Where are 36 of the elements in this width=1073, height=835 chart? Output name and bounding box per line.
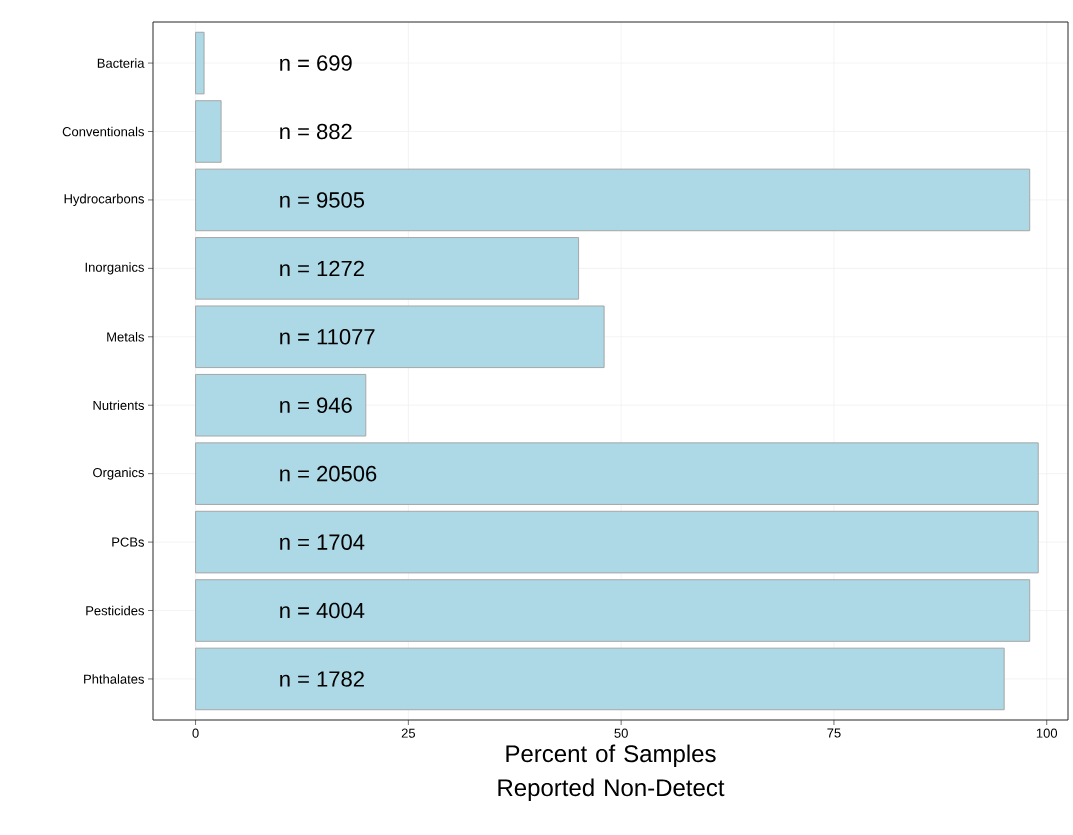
bar xyxy=(195,579,1031,642)
x-tick-label: 75 xyxy=(827,728,841,738)
annotation: n = 1272 xyxy=(280,260,364,277)
x-tick-label: 0 xyxy=(192,728,199,738)
bar xyxy=(195,168,1031,232)
bar xyxy=(195,373,367,437)
bar xyxy=(195,237,580,300)
bar xyxy=(195,305,605,369)
y-tick-label: PCBs xyxy=(112,537,145,547)
annotation: n = 4004 xyxy=(280,602,365,619)
annotation: n = 1704 xyxy=(280,534,365,550)
x-tick-label: 100 xyxy=(1036,728,1058,738)
y-tick-label: Hydrocarbons xyxy=(64,193,144,206)
y-tick-label: Nutrients xyxy=(93,400,145,410)
y-tick-label: Bacteria xyxy=(97,58,145,68)
annotation: n = 699 xyxy=(280,55,352,71)
annotation: n = 20506 xyxy=(280,465,377,482)
annotation: n = 882 xyxy=(280,123,352,140)
y-tick-label: Metals xyxy=(107,332,145,342)
bar xyxy=(195,100,222,163)
y-tick-label: Pesticides xyxy=(86,605,145,616)
bar xyxy=(195,510,1039,574)
bar xyxy=(195,442,1039,505)
x-tick-label: 25 xyxy=(401,728,416,738)
y-tick-label: Inorganics xyxy=(85,262,144,275)
annotation: n = 9505 xyxy=(280,192,365,208)
y-tick-label: Phthalates xyxy=(84,674,145,684)
bar xyxy=(195,31,205,95)
annotation: n = 946 xyxy=(280,397,352,414)
x-axis-title: Percent of Samples Reported Non-Detect xyxy=(498,744,725,801)
x-tick-label: 50 xyxy=(614,728,628,738)
annotation: n = 11077 xyxy=(280,329,375,345)
bar xyxy=(195,647,1005,711)
y-tick-label: Organics xyxy=(93,467,145,480)
y-tick-label: Conventionals xyxy=(62,126,144,137)
annotation: n = 1782 xyxy=(280,671,364,687)
